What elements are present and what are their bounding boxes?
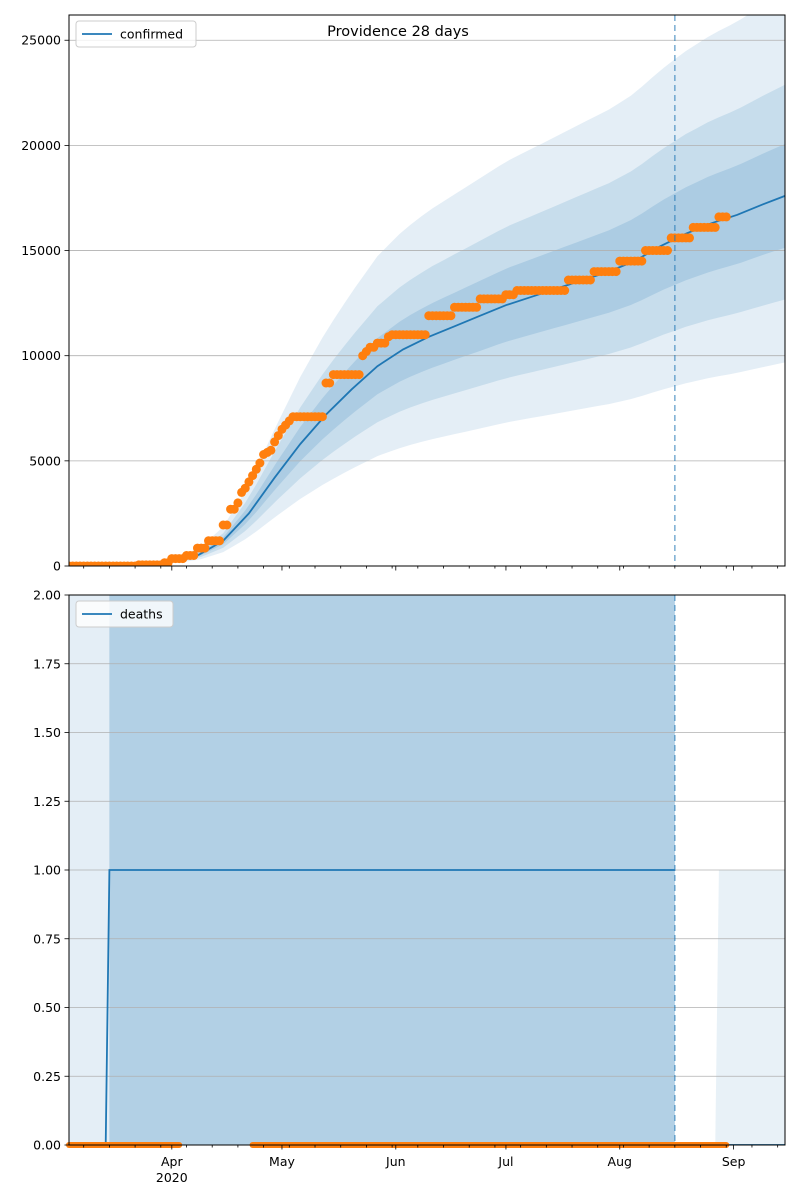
deaths-y-tick-label: 0.50: [33, 1000, 61, 1015]
confirmed-band-3: [69, 144, 785, 566]
confirmed-observation-point: [215, 536, 224, 546]
confirmed-band-1: [69, 15, 785, 566]
confirmed-y-tick-label: 15000: [21, 243, 61, 258]
confirmed-legend-box: [75, 20, 197, 48]
deaths-x-ticks: Apr May Jun Jul Aug Sep: [83, 1145, 779, 1169]
confirmed-observation-point: [585, 275, 595, 285]
deaths-legend: deaths: [75, 600, 174, 628]
x-tick-label: Jul: [497, 1154, 513, 1169]
deaths-y-tick-label: 0.00: [33, 1138, 61, 1153]
x-axis-year-label: 2020: [156, 1170, 188, 1185]
confirmed-y-tick-label: 20000: [21, 138, 61, 153]
deaths-legend-box: [75, 600, 174, 628]
confirmed-panel: 0 5000 10000 15000 20000 25000 Providence 28 …: [21, 14, 786, 574]
confirmed-observation-point: [611, 267, 621, 277]
x-tick-label: May: [269, 1154, 295, 1169]
deaths-y-tick-label: 0.25: [33, 1069, 61, 1084]
confirmed-observation-point: [710, 222, 720, 232]
deaths-legend-label: deaths: [120, 607, 163, 622]
confirmed-y-tick-label: 0: [53, 559, 61, 574]
confirmed-observation-point: [266, 445, 276, 455]
confirmed-observation-point: [446, 311, 456, 321]
confirmed-observation-point: [685, 233, 694, 243]
deaths-y-ticks: 0.00 0.25 0.50 0.75 1.00 1.25 1.50 1.75 2.00: [33, 588, 69, 1153]
confirmed-observation-point: [233, 498, 243, 508]
confirmed-observation-point: [663, 246, 672, 255]
confirmed-observation-point: [354, 370, 364, 380]
confirmed-observation-point: [317, 412, 327, 422]
deaths-panel: 0.00 0.25 0.50 0.75 1.00 1.25 1.50 1.75 2.00 Apr…: [33, 588, 786, 1185]
confirmed-observation-point: [200, 543, 210, 553]
confirmed-observation-point: [472, 302, 482, 312]
deaths-y-tick-label: 2.00: [33, 588, 61, 603]
deaths-line: [69, 869, 675, 1145]
confirmed-observation-point: [560, 286, 570, 295]
confirmed-observation-point: [222, 520, 232, 530]
x-tick-label: Jun: [385, 1154, 406, 1169]
deaths-series: [69, 869, 785, 1145]
confirmed-observations: [69, 212, 731, 566]
confirmed-observation-point: [189, 551, 199, 560]
confirmed-y-ticks: 0 5000 10000 15000 20000 25000: [21, 33, 69, 574]
deaths-y-tick-label: 1.00: [33, 863, 61, 878]
confirmed-observation-point: [255, 458, 265, 468]
confirmed-observation-point: [637, 256, 647, 266]
x-tick-label: Sep: [722, 1154, 746, 1169]
confirmed-observation-point: [325, 378, 335, 388]
confirmed-observation-point: [420, 330, 430, 340]
deaths-y-tick-label: 1.50: [33, 725, 61, 740]
confirmed-x-ticks: [83, 566, 779, 571]
confirmed-legend-label: confirmed: [120, 27, 183, 42]
confirmed-y-tick-label: 10000: [21, 348, 61, 363]
confirmed-observation-point: [721, 212, 731, 222]
x-tick-label: Aug: [608, 1154, 632, 1169]
confirmed-y-tick-label: 25000: [21, 33, 61, 48]
confirmed-legend: confirmed: [75, 20, 197, 48]
deaths-y-tick-label: 1.75: [33, 656, 61, 671]
deaths-y-tick-label: 0.75: [33, 931, 61, 946]
deaths-y-tick-label: 1.25: [33, 794, 61, 809]
chart-title: Providence 28 days: [327, 24, 469, 40]
x-tick-label: Apr: [161, 1154, 183, 1169]
confirmed-axes-frame: [68, 14, 786, 567]
confirmed-y-tick-label: 5000: [29, 453, 61, 468]
confirmed-band-2: [69, 84, 785, 566]
confirmed-uncertainty-bands: [69, 15, 785, 566]
